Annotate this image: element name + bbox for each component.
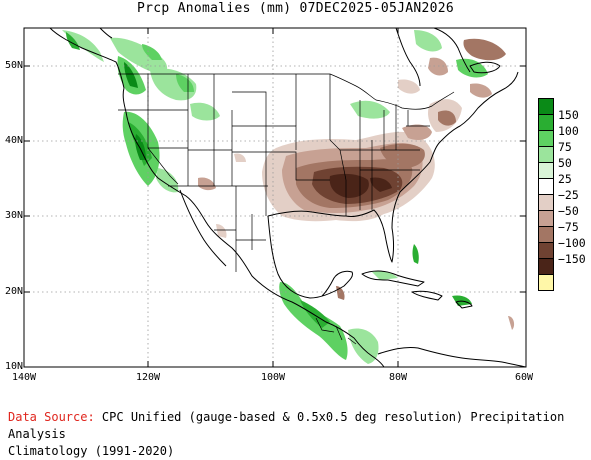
data-source-label: Data Source: (8, 410, 95, 424)
map-frame (23, 27, 527, 368)
lon-label: 100W (260, 372, 286, 383)
legend-swatch (538, 274, 554, 291)
lon-label: 60W (514, 372, 534, 383)
climatology-text: Climatology (1991-2020) (8, 444, 175, 458)
precip-anomaly-map (23, 27, 527, 368)
legend-label: −100 (558, 236, 586, 250)
legend-label: 25 (558, 172, 572, 186)
legend-swatch (538, 146, 554, 163)
axis-ticks (24, 28, 526, 367)
legend-item: −100 (538, 226, 591, 250)
legend-swatch (538, 178, 554, 195)
legend-swatch (538, 210, 554, 227)
footer: Data Source: CPC Unified (gauge-based & … (8, 409, 591, 460)
legend-swatch (538, 114, 554, 131)
legend-label: 50 (558, 156, 572, 170)
legend-swatch (538, 98, 554, 115)
legend-item: −50 (538, 194, 591, 218)
legend-label: −25 (558, 188, 579, 202)
lon-label: 80W (388, 372, 408, 383)
legend-label: 100 (558, 124, 579, 138)
legend-swatch (538, 226, 554, 243)
legend-item: 150 (538, 98, 591, 122)
lon-label: 140W (11, 372, 37, 383)
coastlines (49, 28, 526, 367)
legend-swatch (538, 162, 554, 179)
legend-label: 75 (558, 140, 572, 154)
legend-label: −50 (558, 204, 579, 218)
lat-label: 40N (4, 135, 23, 146)
legend-item (538, 274, 591, 292)
legend-label: 150 (558, 108, 579, 122)
legend-label: −150 (558, 252, 586, 266)
legend-item: −150 (538, 242, 591, 266)
lat-label: 20N (4, 286, 23, 297)
legend-swatch (538, 242, 554, 259)
lon-label: 120W (135, 372, 161, 383)
lat-label: 30N (4, 210, 23, 221)
legend-item: 25 (538, 162, 591, 186)
lat-label: 50N (4, 60, 23, 71)
borders (118, 73, 455, 345)
dry-anomalies (198, 38, 515, 330)
legend-label: −75 (558, 220, 579, 234)
legend-swatch (538, 130, 554, 147)
legend-swatch (538, 258, 554, 275)
legend-swatch (538, 194, 554, 211)
map-title: Prcp Anomalies (mm) 07DEC2025-05JAN2026 (137, 1, 454, 16)
lat-label: 10N (4, 361, 23, 372)
